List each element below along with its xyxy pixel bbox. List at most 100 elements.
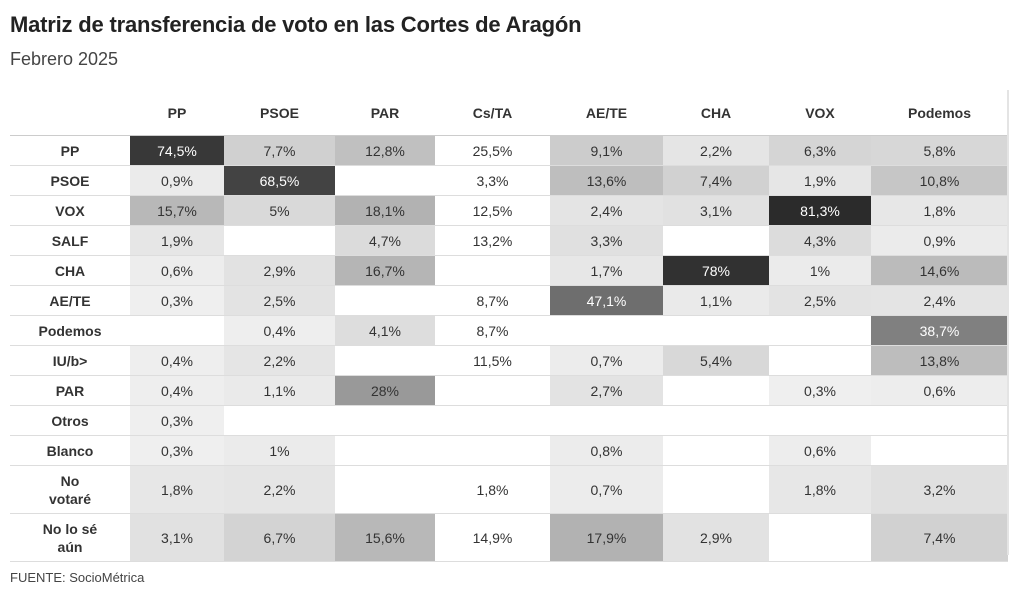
table-row: No votaré 1,8% 2,2% 1,8% 0,7% 1,8% 3,2% (10, 465, 1008, 514)
matrix-cell (335, 465, 435, 514)
column-header[interactable]: VOX (769, 90, 871, 136)
matrix-cell: 2,2% (663, 135, 769, 166)
column-header[interactable]: AE/TE (550, 90, 663, 136)
row-label: PAR (10, 375, 130, 406)
matrix-cell: 17,9% (550, 513, 663, 562)
matrix-cell: 8,7% (435, 315, 550, 346)
matrix-cell (769, 315, 871, 346)
column-header[interactable]: Podemos (871, 90, 1008, 136)
matrix-cell: 14,9% (435, 513, 550, 562)
matrix-cell: 1% (769, 255, 871, 286)
matrix-cell: 1,8% (769, 465, 871, 514)
table-row: IU/b> 0,4% 2,2% 11,5% 0,7% 5,4% 13,8% (10, 345, 1008, 376)
matrix-cell: 1,8% (130, 465, 224, 514)
row-label: PSOE (10, 165, 130, 196)
matrix-cell: 7,4% (871, 513, 1008, 562)
table-row: Blanco 0,3% 1% 0,8% 0,6% (10, 435, 1008, 466)
matrix-cell: 2,9% (663, 513, 769, 562)
table-row: Podemos 0,4% 4,1% 8,7% 38,7% (10, 315, 1008, 346)
matrix-cell (224, 405, 335, 436)
table-row: Otros 0,3% (10, 405, 1008, 436)
matrix-cell: 13,8% (871, 345, 1008, 376)
column-header[interactable]: CHA (663, 90, 769, 136)
matrix-cell (435, 405, 550, 436)
matrix-cell: 2,5% (224, 285, 335, 316)
source-note: FUENTE: SocioMétrica (10, 570, 145, 585)
matrix-cell: 0,4% (224, 315, 335, 346)
matrix-cell: 0,3% (130, 435, 224, 466)
table-row: PP 74,5% 7,7% 12,8% 25,5% 9,1% 2,2% 6,3% 5,8% (10, 135, 1008, 166)
matrix-cell (769, 345, 871, 376)
column-header[interactable]: PP (130, 90, 224, 136)
matrix-cell (769, 405, 871, 436)
matrix-cell (435, 255, 550, 286)
matrix-cell: 3,1% (130, 513, 224, 562)
matrix-cell: 11,5% (435, 345, 550, 376)
matrix-cell: 1,9% (769, 165, 871, 196)
column-header[interactable]: PSOE (224, 90, 335, 136)
column-header[interactable]: Cs/TA (435, 90, 550, 136)
matrix-cell: 7,4% (663, 165, 769, 196)
matrix-cell: 8,7% (435, 285, 550, 316)
row-label: SALF (10, 225, 130, 256)
row-label: Podemos (10, 315, 130, 346)
matrix-cell (871, 405, 1008, 436)
matrix-cell: 0,9% (871, 225, 1008, 256)
matrix-cell (663, 225, 769, 256)
chart-subtitle: Febrero 2025 (10, 49, 119, 69)
matrix-cell: 25,5% (435, 135, 550, 166)
matrix-cell: 0,6% (769, 435, 871, 466)
matrix-cell (435, 435, 550, 466)
table-row: AE/TE 0,3% 2,5% 8,7% 47,1% 1,1% 2,5% 2,4% (10, 285, 1008, 316)
matrix-cell: 6,3% (769, 135, 871, 166)
matrix-cell (335, 435, 435, 466)
scrollbar-edge (1007, 90, 1009, 555)
matrix-cell: 0,6% (871, 375, 1008, 406)
row-label: PP (10, 135, 130, 166)
row-label: Otros (10, 405, 130, 436)
matrix-cell: 2,2% (224, 465, 335, 514)
chart-title: Matriz de transferencia de voto en las C… (10, 12, 582, 37)
matrix-cell: 1,1% (663, 285, 769, 316)
table-row: No lo sé aún 3,1% 6,7% 15,6% 14,9% 17,9% 2,9% 7… (10, 513, 1008, 562)
matrix-cell (663, 465, 769, 514)
matrix-cell: 0,7% (550, 345, 663, 376)
matrix-cell: 78% (663, 255, 769, 286)
matrix-cell: 1,8% (435, 465, 550, 514)
matrix-cell: 2,9% (224, 255, 335, 286)
matrix-cell: 5,8% (871, 135, 1008, 166)
matrix-cell: 3,3% (550, 225, 663, 256)
matrix-cell (871, 435, 1008, 466)
matrix-cell: 1,9% (130, 225, 224, 256)
matrix-cell: 28% (335, 375, 435, 406)
matrix-cell (335, 345, 435, 376)
matrix-cell: 0,4% (130, 375, 224, 406)
matrix-cell: 2,7% (550, 375, 663, 406)
matrix-cell: 0,7% (550, 465, 663, 514)
matrix-cell: 9,1% (550, 135, 663, 166)
matrix-cell: 0,3% (769, 375, 871, 406)
matrix-cell: 10,8% (871, 165, 1008, 196)
matrix-cell: 3,2% (871, 465, 1008, 514)
matrix-cell: 0,6% (130, 255, 224, 286)
table-row: PSOE 0,9% 68,5% 3,3% 13,6% 7,4% 1,9% 10,8% (10, 165, 1008, 196)
matrix-cell: 12,5% (435, 195, 550, 226)
matrix-cell: 0,8% (550, 435, 663, 466)
matrix-cell: 1,1% (224, 375, 335, 406)
matrix-cell: 13,2% (435, 225, 550, 256)
matrix-cell: 5% (224, 195, 335, 226)
matrix-cell: 13,6% (550, 165, 663, 196)
matrix-cell: 38,7% (871, 315, 1008, 346)
row-label: VOX (10, 195, 130, 226)
matrix-cell: 68,5% (224, 165, 335, 196)
matrix-cell: 12,8% (335, 135, 435, 166)
table-row: VOX 15,7% 5% 18,1% 12,5% 2,4% 3,1% 81,3% 1,8% (10, 195, 1008, 226)
row-label: IU/b> (10, 345, 130, 376)
matrix-cell (663, 315, 769, 346)
matrix-cell (435, 375, 550, 406)
row-label: No lo sé aún (10, 513, 130, 562)
row-label: AE/TE (10, 285, 130, 316)
matrix-cell: 81,3% (769, 195, 871, 226)
column-header[interactable]: PAR (335, 90, 435, 136)
matrix-cell: 1,8% (871, 195, 1008, 226)
